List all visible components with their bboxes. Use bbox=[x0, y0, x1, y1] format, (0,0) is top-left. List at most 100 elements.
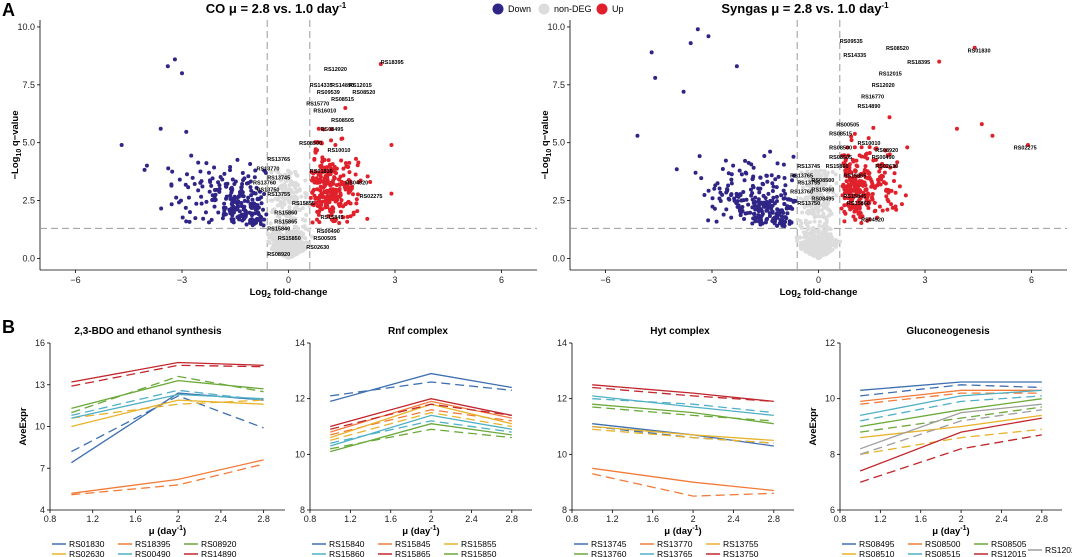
volcano-syngas-up-point bbox=[885, 207, 890, 212]
volcano-co-down-point bbox=[159, 206, 164, 211]
rnf-title: Rnf complex bbox=[388, 326, 448, 337]
volcano-co-down-point bbox=[244, 181, 249, 186]
volcano-co-down-point bbox=[206, 170, 211, 175]
volcano-co-down-point bbox=[183, 182, 188, 187]
volcano-co-down-point bbox=[172, 57, 177, 62]
volcano-co-non-deg-point bbox=[289, 216, 294, 221]
volcano-syngas-down-point bbox=[740, 208, 745, 213]
volcano-syngas-down-point bbox=[751, 200, 756, 205]
volcano-syngas-up-point bbox=[877, 169, 882, 174]
volcano-syngas-title: Syngas μ = 2.8 vs. 1.0 day-1 bbox=[721, 1, 889, 16]
volcano-co-gene-label: RS14890 bbox=[331, 83, 354, 89]
volcano-syngas-down-point bbox=[775, 211, 780, 216]
volcano-syngas-down-point bbox=[739, 198, 744, 203]
volcano-syngas-up-point bbox=[847, 162, 852, 167]
hyt-x-label-close: ) bbox=[699, 526, 702, 537]
volcano-co-down-point bbox=[169, 182, 174, 187]
panel-b-letter: B bbox=[2, 317, 15, 337]
bdo-y-label: AveExpr bbox=[18, 407, 29, 445]
volcano-syngas-up-point bbox=[854, 191, 859, 196]
volcano-co-title-main: CO μ = 2.8 vs. 1.0 day bbox=[206, 1, 340, 16]
volcano-syngas-non-deg-point bbox=[825, 195, 830, 200]
volcano-co-up-point bbox=[337, 203, 342, 208]
volcano-syngas-up-point bbox=[856, 211, 861, 216]
legend-up-dot bbox=[596, 3, 608, 15]
volcano-co-non-deg-point bbox=[303, 218, 308, 223]
volcano-syngas-non-deg-point bbox=[824, 219, 829, 224]
volcano-syngas-up-point bbox=[858, 196, 863, 201]
volcano-syngas-up-point bbox=[847, 165, 852, 170]
volcano-syngas-up-point bbox=[859, 182, 864, 187]
bdo-co-line-RS00490 bbox=[71, 393, 264, 419]
volcano-co-up-point bbox=[311, 187, 316, 192]
volcano-co-up-point bbox=[355, 209, 360, 214]
volcano-syngas-up-point bbox=[903, 193, 908, 198]
volcano-co-non-deg-point bbox=[287, 254, 292, 259]
volcano-co-y-tick-label: 7.5 bbox=[22, 80, 35, 90]
volcano-co-non-deg-point bbox=[285, 248, 290, 253]
volcano-co-up-point bbox=[323, 203, 328, 208]
volcano-syngas-up-point bbox=[871, 125, 876, 130]
volcano-syngas-down-point bbox=[782, 196, 787, 201]
volcano-syngas-up-point bbox=[865, 218, 870, 223]
volcano-syngas-down-point bbox=[729, 193, 734, 198]
volcano-co-up-point bbox=[334, 171, 339, 176]
volcano-co-up-point bbox=[353, 172, 358, 177]
volcano-syngas-down-point bbox=[756, 186, 761, 191]
volcano-co-up-point bbox=[344, 164, 349, 169]
volcano-co-down-point bbox=[249, 205, 254, 210]
volcano-syngas-non-deg-point bbox=[822, 204, 827, 209]
volcano-co-down-point bbox=[217, 189, 222, 194]
rnf-syngas-line-RS15855 bbox=[330, 411, 512, 442]
gluco-x-tick-label: 2.4 bbox=[995, 514, 1008, 524]
volcano-co-down-point bbox=[240, 190, 245, 195]
volcano-co-non-deg-point bbox=[281, 200, 286, 205]
volcano-co-down-point bbox=[256, 212, 261, 217]
volcano-syngas-up-point bbox=[873, 146, 878, 151]
volcano-co-up-point bbox=[368, 180, 373, 185]
volcano-syngas-non-deg-point bbox=[824, 243, 829, 248]
volcano-syngas-gene-label: RS02630 bbox=[875, 164, 898, 170]
volcano-co-x-tick-label: −3 bbox=[177, 275, 187, 285]
volcano-syngas-down-point bbox=[787, 221, 792, 226]
volcano-syngas-non-deg-point bbox=[826, 199, 831, 204]
bdo-y-tick-label: 7 bbox=[40, 463, 45, 473]
volcano-co-y-tick-label: 10.0 bbox=[17, 22, 35, 32]
volcano-co-down-point bbox=[246, 195, 251, 200]
volcano-co-non-deg-point bbox=[272, 180, 277, 185]
volcano-co-up-point bbox=[346, 199, 351, 204]
volcano-syngas-down-point bbox=[758, 222, 763, 227]
volcano-co-gene-label: RS02275 bbox=[360, 194, 383, 200]
volcano-co-non-deg-point bbox=[279, 246, 284, 251]
volcano-syngas-up-point bbox=[890, 205, 895, 210]
volcano-co-down-point bbox=[248, 202, 253, 207]
volcano-co-y-tick-label: 5.0 bbox=[22, 138, 35, 148]
volcano-syngas-down-point bbox=[742, 216, 747, 221]
volcano-co-up-point bbox=[313, 170, 318, 175]
volcano-co-y-tick-label: 0.0 bbox=[22, 253, 35, 263]
volcano-syngas-down-point bbox=[783, 191, 788, 196]
volcano-syngas-down-point bbox=[779, 214, 784, 219]
volcano-syngas-down-point bbox=[718, 198, 723, 203]
volcano-syngas-non-deg-point bbox=[798, 196, 803, 201]
volcano-syngas-gene-label: RS12015 bbox=[879, 72, 902, 78]
volcano-co-up-point bbox=[337, 177, 342, 182]
volcano-co-down-point bbox=[222, 171, 227, 176]
volcano-co-non-deg-point bbox=[272, 236, 277, 241]
gluco-syngas-line-RS12015 bbox=[859, 434, 1042, 483]
volcano-co-up-point bbox=[331, 219, 336, 224]
volcano-co-non-deg-point bbox=[304, 192, 309, 197]
volcano-co-up-point bbox=[320, 207, 325, 212]
volcano-syngas-down-point bbox=[761, 193, 766, 198]
volcano-syngas-up-point bbox=[905, 145, 910, 150]
volcano-syngas-y-label-sub: 10 bbox=[546, 149, 553, 157]
volcano-co-y-tick-label: 2.5 bbox=[22, 196, 35, 206]
volcano-co-down-point bbox=[119, 143, 124, 147]
gluco-legend-label: RS08515 bbox=[925, 549, 961, 557]
volcano-syngas-down-point bbox=[775, 214, 780, 219]
volcano-syngas-down-point bbox=[783, 215, 788, 220]
volcano-co-non-deg-point bbox=[277, 249, 282, 254]
volcano-co-up-point bbox=[328, 189, 333, 194]
volcano-co-non-deg-point bbox=[278, 178, 283, 183]
bdo-syngas-line-RS02630 bbox=[71, 399, 264, 419]
